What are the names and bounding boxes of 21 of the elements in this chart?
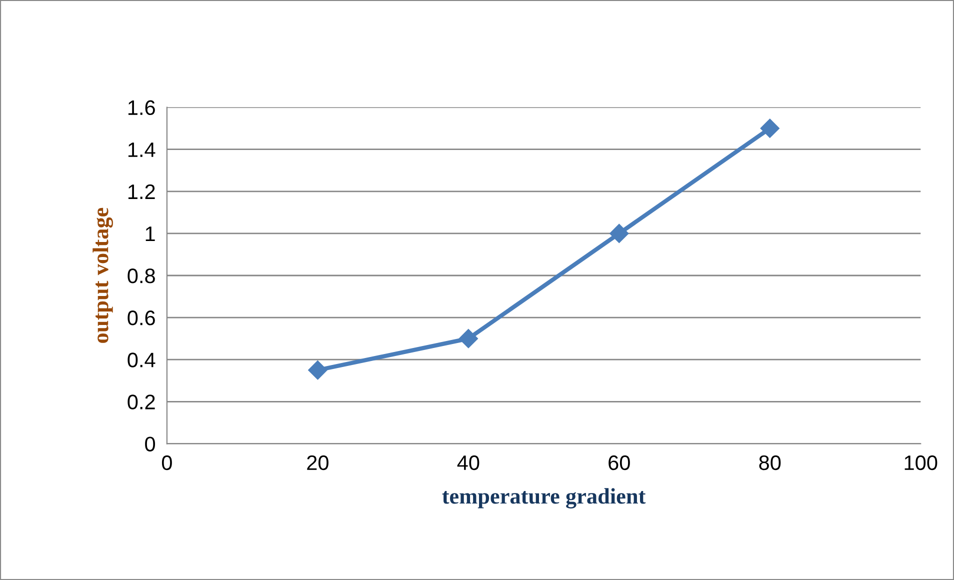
x-tick-label: 20 bbox=[307, 455, 328, 470]
point bbox=[308, 360, 328, 380]
x-axis-title: temperature gradient bbox=[442, 488, 646, 508]
y-tick-label: 1.4 bbox=[128, 142, 156, 157]
x-tick-label: 40 bbox=[457, 455, 480, 470]
y-tick-label: 1.2 bbox=[128, 184, 155, 199]
y-tick-label: 0.6 bbox=[128, 310, 155, 326]
y-tick-label: 0.2 bbox=[128, 394, 155, 410]
y-tick-label: 1.6 bbox=[128, 100, 155, 116]
x-tick-label: 80 bbox=[759, 455, 781, 470]
y-tick-label: 0.4 bbox=[128, 352, 156, 368]
x-tick-label: 100 bbox=[904, 455, 938, 470]
point bbox=[760, 118, 780, 138]
x-tick-label: 60 bbox=[608, 455, 630, 470]
y-tick-label: 0 bbox=[145, 436, 156, 452]
x-tick-label: 0 bbox=[162, 455, 172, 470]
y-tick-label: 0.8 bbox=[128, 268, 155, 284]
point bbox=[610, 224, 629, 243]
point bbox=[458, 329, 478, 348]
y-tick-label: 1 bbox=[146, 226, 155, 241]
y-axis-title: output voltage bbox=[92, 208, 113, 343]
